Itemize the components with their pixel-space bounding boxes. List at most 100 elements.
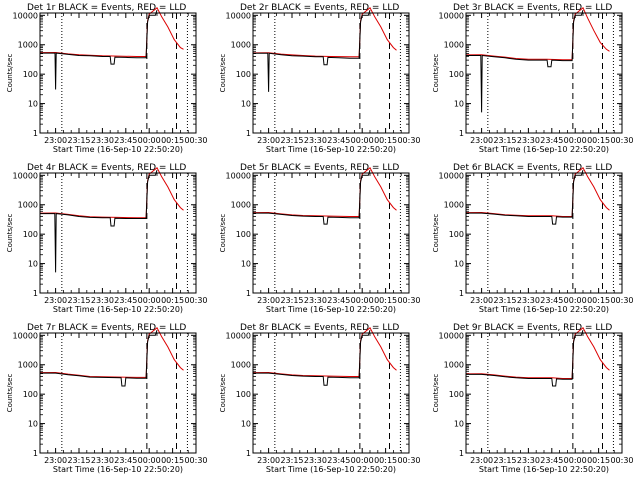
x-tick-label: 00:15 <box>587 456 610 465</box>
y-tick-label: 10000 <box>439 171 464 180</box>
y-tick-label: 1000 <box>18 201 38 210</box>
y-axis: 1 10 100 1000 10000 Counts/sec <box>432 331 622 458</box>
y-tick-label: 10000 <box>439 11 464 20</box>
panel-title: Det 6r BLACK = Events, RED = LLD <box>453 163 612 173</box>
x-tick-label: 23:45 <box>114 456 137 465</box>
y-tick-label: 1 <box>246 129 251 138</box>
y-axis: 1 10 100 1000 10000 Counts/sec <box>6 171 196 298</box>
y-axis-label: Counts/sec <box>6 54 14 93</box>
x-tick-label: 23:30 <box>304 456 327 465</box>
x-axis-label: Start Time (16-Sep-10 22:50:20) <box>53 305 183 314</box>
x-tick-label: 00:00 <box>138 456 161 465</box>
x-axis-label: Start Time (16-Sep-10 22:50:20) <box>53 465 183 474</box>
x-tick-label: 23:15 <box>280 296 303 305</box>
reference-lines <box>487 173 614 293</box>
x-tick-label: 23:45 <box>540 456 563 465</box>
y-axis-label: Counts/sec <box>219 374 227 413</box>
x-tick-label: 00:00 <box>564 136 587 145</box>
y-tick-label: 10000 <box>13 331 38 340</box>
x-tick-label: 23:30 <box>91 296 114 305</box>
x-tick-label: 00:30 <box>610 456 633 465</box>
x-tick-label: 00:15 <box>161 296 184 305</box>
y-tick-label: 1000 <box>444 41 464 50</box>
x-tick-label: 23:00 <box>257 296 280 305</box>
series-lld-line <box>40 167 184 219</box>
x-tick-label: 23:00 <box>44 296 67 305</box>
y-tick-label: 10 <box>454 420 464 429</box>
y-axis-label: Counts/sec <box>6 374 14 413</box>
y-axis: 1 10 100 1000 10000 Counts/sec <box>219 331 409 458</box>
y-tick-label: 10000 <box>13 171 38 180</box>
panel-title: Det 3r BLACK = Events, RED = LLD <box>453 3 612 13</box>
y-axis-label: Counts/sec <box>219 214 227 253</box>
x-tick-label: 00:30 <box>184 296 207 305</box>
x-tick-label: 00:30 <box>610 296 633 305</box>
x-tick-label: 23:00 <box>470 456 493 465</box>
x-tick-label: 00:30 <box>184 456 207 465</box>
y-tick-label: 10 <box>241 100 251 109</box>
series-events-line <box>40 169 158 273</box>
series-group <box>40 167 184 273</box>
x-axis-label: Start Time (16-Sep-10 22:50:20) <box>479 465 609 474</box>
panel-5: Det 5r BLACK = Events, RED = LLD 1 10 100 10… <box>219 163 421 314</box>
series-events-line <box>253 329 371 386</box>
x-tick-label: 23:15 <box>280 136 303 145</box>
x-axis-label: Start Time (16-Sep-10 22:50:20) <box>266 465 396 474</box>
y-axis-label: Counts/sec <box>432 54 440 93</box>
x-tick-label: 23:15 <box>67 296 90 305</box>
y-tick-label: 10000 <box>439 331 464 340</box>
panel-6: Det 6r BLACK = Events, RED = LLD 1 10 100 10… <box>432 163 634 314</box>
series-lld-line <box>466 327 610 379</box>
x-tick-label: 23:30 <box>304 296 327 305</box>
series-group <box>40 327 184 387</box>
x-axis-label: Start Time (16-Sep-10 22:50:20) <box>266 145 396 154</box>
y-axis-label: Counts/sec <box>432 374 440 413</box>
plot-frame <box>39 12 197 134</box>
series-lld-line <box>466 7 610 61</box>
series-group <box>40 7 184 90</box>
x-tick-label: 23:30 <box>91 456 114 465</box>
x-axis-label: Start Time (16-Sep-10 22:50:20) <box>53 145 183 154</box>
y-tick-label: 10 <box>28 100 38 109</box>
y-tick-label: 100 <box>449 70 464 79</box>
y-tick-label: 100 <box>23 230 38 239</box>
x-tick-label: 23:30 <box>517 296 540 305</box>
series-events-line <box>466 329 584 387</box>
x-tick-label: 00:00 <box>351 136 374 145</box>
x-axis-label: Start Time (16-Sep-10 22:50:20) <box>479 305 609 314</box>
panel-title: Det 5r BLACK = Events, RED = LLD <box>240 163 399 173</box>
y-tick-label: 1000 <box>231 361 251 370</box>
series-group <box>253 327 397 386</box>
x-tick-label: 23:00 <box>470 296 493 305</box>
series-group <box>466 327 610 387</box>
x-axis: 23:00 23:15 23:30 23:45 00:00 00:15 00:30Start… <box>257 173 421 314</box>
y-tick-label: 10000 <box>13 11 38 20</box>
series-group <box>466 167 610 225</box>
y-tick-label: 10 <box>28 260 38 269</box>
y-axis: 1 10 100 1000 10000 Counts/sec <box>219 171 409 298</box>
x-tick-label: 23:15 <box>493 136 516 145</box>
x-tick-label: 23:00 <box>257 136 280 145</box>
x-tick-label: 23:00 <box>44 136 67 145</box>
plot-frame <box>39 332 197 454</box>
y-axis: 1 10 100 1000 10000 Counts/sec <box>6 331 196 458</box>
x-tick-label: 00:00 <box>138 296 161 305</box>
panel-2: Det 2r BLACK = Events, RED = LLD 1 10 100 10… <box>219 3 421 154</box>
panel-title: Det 2r BLACK = Events, RED = LLD <box>240 3 399 13</box>
reference-lines <box>487 333 614 453</box>
y-tick-label: 1 <box>33 449 38 458</box>
y-tick-label: 100 <box>236 70 251 79</box>
x-tick-label: 23:30 <box>517 456 540 465</box>
y-tick-label: 10000 <box>226 11 251 20</box>
x-tick-label: 00:30 <box>397 456 420 465</box>
x-tick-label: 23:15 <box>280 456 303 465</box>
y-tick-label: 1000 <box>231 201 251 210</box>
y-tick-label: 1 <box>246 289 251 298</box>
x-tick-label: 00:15 <box>587 296 610 305</box>
panel-9: Det 9r BLACK = Events, RED = LLD 1 10 100 10… <box>432 323 634 474</box>
plot-frame <box>39 172 197 294</box>
x-tick-label: 00:30 <box>397 296 420 305</box>
plot-frame <box>465 332 623 454</box>
x-axis-label: Start Time (16-Sep-10 22:50:20) <box>479 145 609 154</box>
y-tick-label: 10000 <box>226 171 251 180</box>
